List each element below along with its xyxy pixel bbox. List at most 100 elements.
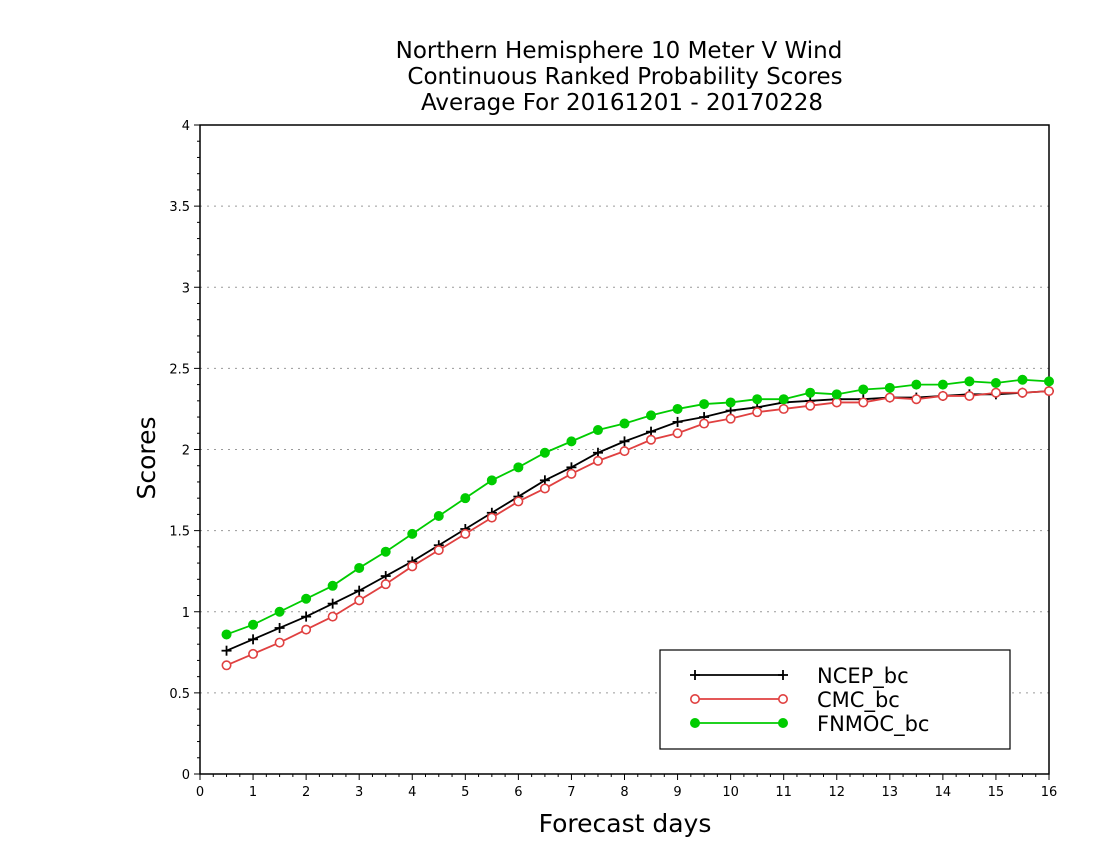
- point-CMC_bc-6: [380, 579, 391, 590]
- series-NCEP_bc: [221, 386, 1054, 656]
- point-FNMOC_bc-1: [248, 619, 259, 630]
- x-tick-label-1: 1: [249, 785, 257, 800]
- point-FNMOC_bc-12: [539, 447, 550, 458]
- x-tick-label-8: 8: [620, 785, 628, 800]
- y-tick-label-0: 0: [182, 768, 190, 783]
- legend-marker-left-NCEP_bc: [690, 670, 700, 680]
- point-CMC_bc-30: [1017, 387, 1028, 398]
- y-tick-label-3: 1.5: [169, 525, 190, 540]
- point-CMC_bc-8: [433, 545, 444, 556]
- point-FNMOC_bc-16: [646, 410, 657, 421]
- point-FNMOC_bc-4: [327, 580, 338, 591]
- point-CMC_bc-5: [354, 595, 365, 606]
- x-tick-label-13: 13: [882, 785, 899, 800]
- point-FNMOC_bc-6: [380, 546, 391, 557]
- point-FNMOC_bc-22: [805, 387, 816, 398]
- point-FNMOC_bc-24: [858, 384, 869, 395]
- point-FNMOC_bc-19: [725, 397, 736, 408]
- point-FNMOC_bc-3: [301, 593, 312, 604]
- point-CMC_bc-21: [778, 403, 789, 414]
- title-line-1: Northern Hemisphere 10 Meter V Wind: [396, 38, 843, 64]
- point-FNMOC_bc-11: [513, 462, 524, 473]
- point-CMC_bc-31: [1044, 386, 1055, 397]
- point-CMC_bc-10: [486, 512, 497, 523]
- point-CMC_bc-17: [672, 428, 683, 439]
- x-tick-label-7: 7: [567, 785, 575, 800]
- point-CMC_bc-24: [858, 397, 869, 408]
- point-FNMOC_bc-2: [274, 606, 285, 617]
- series-line-CMC_bc: [226, 390, 1050, 667]
- x-tick-label-12: 12: [828, 785, 845, 800]
- legend-marker-left-FNMOC_bc: [690, 718, 700, 728]
- point-FNMOC_bc-9: [460, 493, 471, 504]
- point-NCEP_bc-1: [248, 634, 259, 645]
- title-line-2: Continuous Ranked Probability Scores: [407, 64, 842, 90]
- point-FNMOC_bc-31: [1044, 376, 1054, 387]
- point-FNMOC_bc-26: [911, 379, 922, 390]
- x-tick-label-16: 16: [1041, 785, 1058, 800]
- point-FNMOC_bc-30: [1017, 374, 1028, 385]
- point-CMC_bc-20: [752, 407, 763, 418]
- point-NCEP_bc-2: [274, 622, 285, 633]
- x-tick-label-2: 2: [302, 785, 310, 800]
- point-CMC_bc-1: [248, 648, 259, 659]
- x-tick-label-15: 15: [988, 785, 1005, 800]
- point-FNMOC_bc-25: [884, 382, 895, 393]
- point-FNMOC_bc-15: [619, 418, 630, 429]
- point-CMC_bc-29: [990, 387, 1001, 398]
- point-NCEP_bc-0: [221, 645, 232, 656]
- legend-label-FNMOC_bc: FNMOC_bc: [817, 712, 929, 737]
- y-tick-label-5: 2.5: [169, 362, 190, 377]
- point-CMC_bc-13: [566, 468, 577, 479]
- x-tick-label-10: 10: [722, 785, 739, 800]
- point-FNMOC_bc-14: [592, 425, 603, 436]
- point-CMC_bc-25: [884, 392, 895, 403]
- title-line-3: Average For 20161201 - 20170228: [421, 90, 823, 116]
- legend-marker-left-CMC_bc: [689, 693, 700, 704]
- y-tick-label-2: 1: [182, 606, 190, 621]
- point-CMC_bc-2: [274, 637, 285, 648]
- point-NCEP_bc-15: [619, 436, 630, 447]
- x-tick-label-4: 4: [408, 785, 416, 800]
- x-tick-label-11: 11: [775, 785, 792, 800]
- point-CMC_bc-18: [699, 418, 710, 429]
- point-NCEP_bc-4: [327, 598, 338, 609]
- point-FNMOC_bc-7: [407, 528, 418, 539]
- point-FNMOC_bc-8: [433, 511, 444, 522]
- legend-marker-right-FNMOC_bc: [778, 718, 788, 728]
- axes: 00.511.522.533.540 1 2 3 4 5 6 7 8 9 10 11 12 13 14 15 1…: [169, 119, 1057, 800]
- point-NCEP_bc-3: [301, 611, 312, 622]
- point-FNMOC_bc-29: [990, 377, 1001, 388]
- x-tick-label-0: 0: [196, 785, 204, 800]
- y-tick-label-7: 3.5: [169, 200, 190, 215]
- y-tick-label-1: 0.5: [169, 687, 190, 702]
- point-CMC_bc-4: [327, 611, 338, 622]
- series-FNMOC_bc: [221, 374, 1054, 640]
- point-FNMOC_bc-28: [964, 376, 975, 387]
- x-tick-label-3: 3: [355, 785, 363, 800]
- x-tick-label-14: 14: [935, 785, 952, 800]
- legend-marker-right-CMC_bc: [777, 693, 788, 704]
- point-CMC_bc-12: [539, 483, 550, 494]
- point-CMC_bc-28: [964, 390, 975, 401]
- point-FNMOC_bc-27: [937, 379, 948, 390]
- point-FNMOC_bc-23: [831, 389, 842, 400]
- point-CMC_bc-27: [937, 390, 948, 401]
- point-CMC_bc-15: [619, 446, 630, 457]
- series-layer: [221, 374, 1055, 671]
- x-tick-label-5: 5: [461, 785, 469, 800]
- point-FNMOC_bc-18: [699, 399, 710, 410]
- point-FNMOC_bc-17: [672, 403, 683, 414]
- point-FNMOC_bc-13: [566, 436, 577, 447]
- point-CMC_bc-3: [301, 624, 312, 635]
- point-NCEP_bc-17: [672, 416, 683, 427]
- series-line-FNMOC_bc: [226, 378, 1050, 636]
- series-line-NCEP_bc: [226, 390, 1050, 652]
- chart-title: Northern Hemisphere 10 Meter V Wind Cont…: [396, 38, 843, 116]
- x-axis-label: Forecast days: [539, 809, 712, 838]
- point-CMC_bc-26: [911, 394, 922, 405]
- point-CMC_bc-11: [513, 496, 524, 507]
- point-FNMOC_bc-21: [778, 394, 789, 405]
- point-CMC_bc-16: [646, 434, 657, 445]
